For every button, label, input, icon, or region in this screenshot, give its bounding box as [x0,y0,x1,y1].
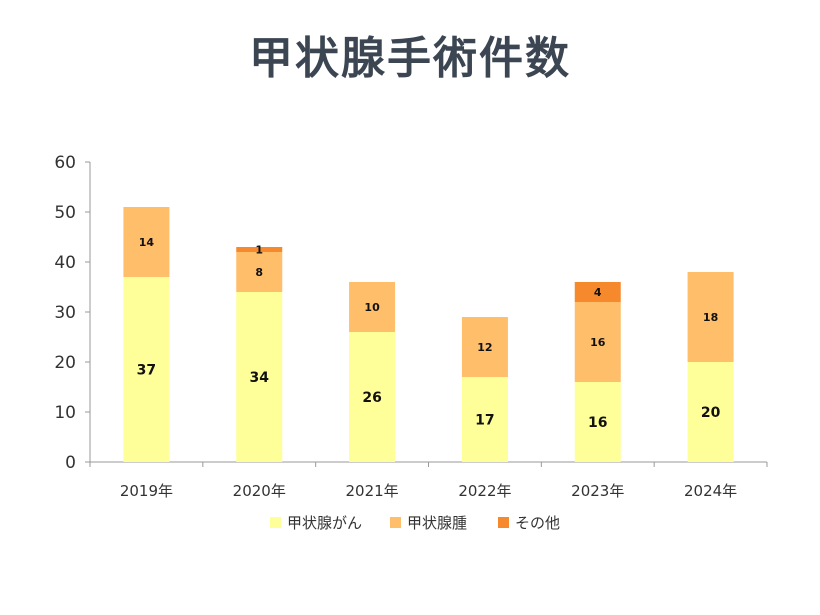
y-tick-label: 30 [54,303,76,323]
data-label: 12 [477,341,492,354]
data-label: 18 [703,311,718,324]
x-tick-label: 2019年 [120,482,173,500]
y-tick-label: 40 [54,253,76,273]
chart-title: 甲状腺手術件数 [249,33,571,84]
bar-segment [574,382,621,462]
data-label: 16 [590,336,606,349]
y-tick-label: 20 [54,353,76,373]
legend-label: 甲状腺がん [287,514,362,532]
bar-segment [461,377,508,462]
y-tick-label: 10 [54,403,76,423]
legend-swatch [390,517,401,528]
bar-segment [349,332,396,462]
bar-segment [123,277,170,462]
y-tick-label: 60 [54,153,76,173]
legend-swatch [498,517,509,528]
x-tick-label: 2022年 [458,482,511,500]
data-label: 26 [362,390,381,406]
bar-segment [236,252,283,292]
bar-segment [236,292,283,462]
data-label: 1 [255,243,263,256]
data-label: 14 [139,236,155,249]
legend-label: その他 [515,514,560,532]
bars [123,207,734,462]
legend-swatch [270,517,281,528]
legend: 甲状腺がん 甲状腺腫 その他 [270,514,560,532]
x-tick-label: 2024年 [684,482,737,500]
x-tick-label: 2023年 [571,482,624,500]
data-label: 10 [364,301,380,314]
y-tick-label: 50 [54,203,76,223]
bar-segment [687,272,734,362]
data-label: 8 [255,266,263,279]
legend-label: 甲状腺腫 [407,514,467,532]
axes: 0 10 20 30 40 50 60 2019年 2020年 2021年 2022年 2023年 20… [54,153,768,500]
data-labels: 37 14 34 8 1 26 10 17 12 16 16 4 20 18 [137,236,721,431]
x-tick-label: 2021年 [345,482,398,500]
data-label: 37 [137,363,156,379]
data-label: 16 [588,415,607,431]
bar-segment [574,282,621,302]
x-tick-label: 2020年 [233,482,286,500]
data-label: 4 [594,286,602,299]
data-label: 20 [701,405,721,421]
data-label: 34 [250,370,270,386]
bar-segment [574,302,621,382]
bar-segment [236,247,283,252]
bar-segment [461,317,508,377]
y-tick-label: 0 [65,453,76,473]
data-label: 17 [475,413,494,429]
bar-segment [349,282,396,332]
bar-segment [687,362,734,462]
bar-segment [123,207,170,277]
